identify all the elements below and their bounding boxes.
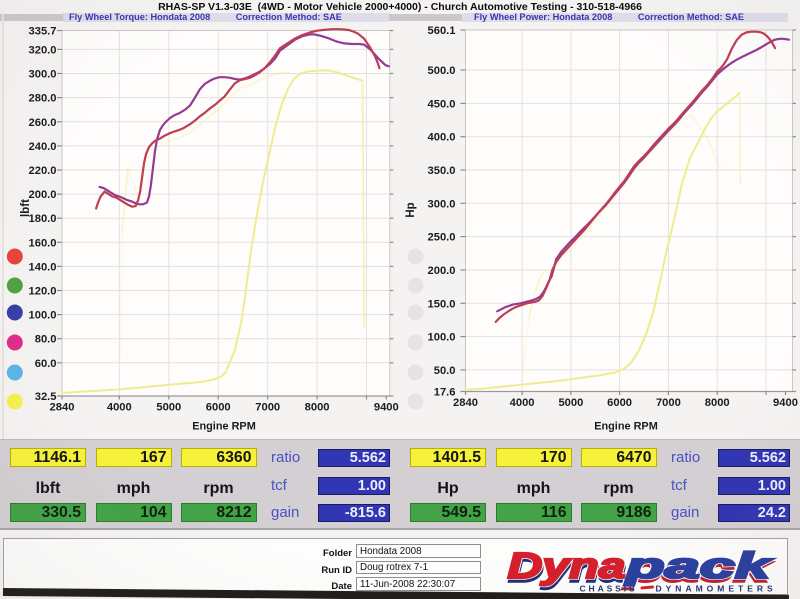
svg-text:Dyna: Dyna [509,549,627,590]
svg-text:280.0: 280.0 [29,93,57,105]
svg-text:150.0: 150.0 [428,298,456,310]
svg-text:17.6: 17.6 [434,387,456,399]
svg-text:260.0: 260.0 [29,117,57,129]
svg-text:450.0: 450.0 [428,98,456,110]
svg-text:Dyna: Dyna [508,545,626,586]
svg-text:9400: 9400 [773,397,798,409]
svg-text:60.0: 60.0 [35,358,57,370]
svg-text:4000: 4000 [107,402,132,414]
svg-text:500.0: 500.0 [428,65,456,77]
svg-text:220.0: 220.0 [29,165,57,177]
svg-text:200.0: 200.0 [29,189,57,201]
svg-text:Engine RPM: Engine RPM [594,421,658,433]
svg-text:300.0: 300.0 [428,198,456,210]
svg-text:160.0: 160.0 [29,237,57,249]
svg-text:pack: pack [623,549,772,590]
svg-text:120.0: 120.0 [29,286,57,298]
svg-text:8000: 8000 [705,397,730,409]
svg-text:200.0: 200.0 [428,265,456,277]
svg-text:350.0: 350.0 [428,165,456,177]
svg-text:5000: 5000 [156,402,181,414]
svg-text:50.0: 50.0 [434,365,456,377]
svg-text:7000: 7000 [656,397,681,409]
svg-text:Hp: Hp [405,202,417,217]
svg-text:2840: 2840 [50,402,75,414]
svg-text:32.5: 32.5 [35,391,57,403]
svg-text:6000: 6000 [206,402,231,414]
svg-text:pack: pack [624,545,773,586]
svg-text:100.0: 100.0 [29,310,57,322]
svg-text:180.0: 180.0 [29,213,57,225]
svg-text:320.0: 320.0 [29,44,57,56]
svg-text:80.0: 80.0 [35,334,57,346]
svg-text:DYNAMOMETERS: DYNAMOMETERS [656,584,777,594]
svg-text:100.0: 100.0 [428,332,456,344]
svg-text:9400: 9400 [374,402,399,414]
svg-text:250.0: 250.0 [428,232,456,244]
svg-text:6000: 6000 [607,397,632,409]
svg-text:140.0: 140.0 [29,261,57,273]
svg-text:560.1: 560.1 [428,25,456,37]
svg-text:2840: 2840 [453,397,478,409]
svg-text:lbft: lbft [20,199,32,217]
svg-text:Engine RPM: Engine RPM [192,421,256,433]
svg-text:400.0: 400.0 [428,132,456,144]
svg-text:Dyna: Dyna [508,545,626,586]
svg-text:5000: 5000 [558,397,583,409]
svg-text:240.0: 240.0 [29,141,57,153]
svg-text:8000: 8000 [305,402,330,414]
svg-text:4000: 4000 [510,397,535,409]
svg-text:300.0: 300.0 [29,69,57,81]
svg-text:pack: pack [624,545,773,586]
svg-text:335.7: 335.7 [29,26,57,38]
svg-text:7000: 7000 [255,402,280,414]
svg-text:CHASSIS: CHASSIS [580,584,638,594]
